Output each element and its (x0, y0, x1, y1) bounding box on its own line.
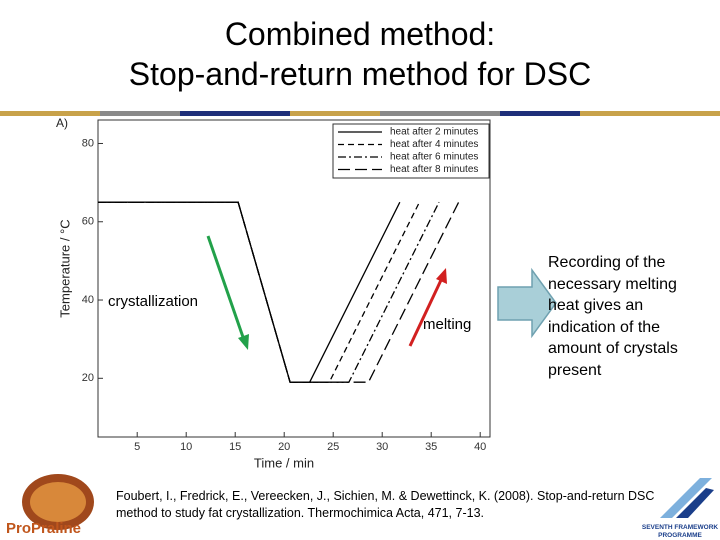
slide-title: Combined method: Stop-and-return method f… (0, 14, 720, 94)
panel-label: A) (56, 116, 68, 130)
x-tick-label: 35 (425, 441, 437, 453)
annotation: melting (423, 316, 471, 333)
x-tick-label: 15 (229, 441, 241, 453)
y-tick-label: 40 (82, 294, 94, 306)
big-arrow (497, 267, 557, 339)
reference: Foubert, I., Fredrick, E., Vereecken, J.… (116, 489, 655, 520)
logo-right-mark (660, 478, 714, 518)
logo-left: ProPraline (6, 520, 82, 537)
plot-frame (97, 119, 491, 438)
title-line: Combined method: (224, 16, 496, 52)
melting-arrow (408, 268, 447, 347)
y-tick-label: 60 (82, 216, 94, 228)
x-tick-label: 25 (327, 441, 339, 453)
y-tick-label: 20 (82, 372, 94, 384)
x-axis-label: Time / min (254, 455, 314, 470)
crystallization-arrow (206, 235, 249, 350)
y-tick-label: 80 (82, 137, 94, 149)
logo-right: SEVENTH FRAMEWORK PROGRAMME (641, 524, 719, 539)
logo-left-mark (22, 474, 94, 530)
series-line (98, 201, 460, 383)
legend-label: heat after 4 minutes (390, 139, 478, 150)
title-bar (0, 111, 720, 116)
legend-label: heat after 6 minutes (390, 152, 478, 163)
legend-label: heat after 2 minutes (390, 127, 478, 138)
legend-label: heat after 8 minutes (390, 164, 478, 175)
x-tick-label: 5 (134, 441, 140, 453)
x-tick-label: 10 (180, 441, 192, 453)
side-note: Recording of the necessary melting heat … (548, 254, 678, 379)
annotation: crystallization (108, 293, 198, 310)
y-axis-label: Temperature / °C (57, 219, 72, 317)
x-tick-label: 40 (474, 441, 486, 453)
x-tick-label: 30 (376, 441, 388, 453)
title-line: Stop-and-return method for DSC (128, 56, 592, 92)
x-tick-label: 20 (278, 441, 290, 453)
